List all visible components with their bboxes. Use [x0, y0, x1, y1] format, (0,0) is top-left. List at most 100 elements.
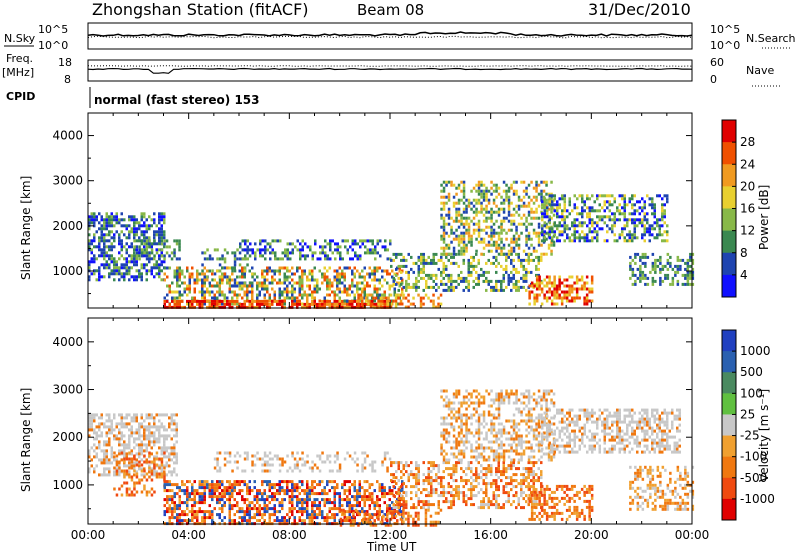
- range-gate-cell: [422, 461, 425, 465]
- range-gate-cell: [135, 437, 138, 441]
- range-gate-cell: [155, 263, 158, 267]
- range-gate-cell: [266, 463, 269, 467]
- range-gate-cell: [318, 504, 321, 508]
- range-gate-cell: [233, 257, 237, 261]
- range-gate-cell: [472, 210, 476, 214]
- range-gate-cell: [316, 513, 319, 517]
- range-gate-cell: [286, 278, 289, 282]
- range-gate-cell: [395, 470, 398, 474]
- range-gate-cell: [246, 248, 249, 252]
- range-gate-cell: [389, 239, 392, 243]
- range-gate-cell: [283, 287, 286, 291]
- range-gate-cell: [363, 466, 367, 470]
- range-gate-cell: [181, 513, 184, 517]
- range-gate-cell: [271, 463, 274, 467]
- range-gate-cell: [440, 207, 443, 211]
- range-gate-cell: [145, 478, 149, 482]
- range-gate-cell: [135, 490, 139, 494]
- range-gate-cell: [568, 239, 571, 243]
- range-gate-cell: [402, 464, 405, 468]
- range-gate-cell: [248, 486, 251, 490]
- range-gate-cell: [535, 296, 539, 300]
- range-gate-cell: [676, 255, 680, 259]
- range-gate-cell: [621, 230, 624, 234]
- range-gate-cell: [636, 276, 640, 280]
- range-gate-cell: [462, 183, 466, 187]
- range-gate-cell: [462, 276, 465, 280]
- range-gate-cell: [248, 501, 251, 505]
- range-gate-cell: [236, 305, 239, 309]
- range-gate-cell: [306, 507, 309, 511]
- range-gate-cell: [487, 234, 491, 238]
- range-gate-cell: [203, 489, 206, 493]
- range-gate-cell: [527, 258, 530, 262]
- range-gate-cell: [366, 272, 369, 276]
- range-gate-cell: [311, 519, 314, 523]
- range-gate-cell: [183, 489, 186, 493]
- range-gate-cell: [293, 296, 296, 300]
- range-gate-cell: [183, 510, 186, 514]
- range-gate-cell: [163, 513, 166, 517]
- range-gate-cell: [115, 212, 118, 216]
- range-gate-cell: [581, 200, 584, 204]
- range-gate-cell: [166, 489, 169, 493]
- range-gate-cell: [238, 483, 241, 487]
- range-gate-cell: [470, 237, 473, 241]
- range-gate-cell: [283, 281, 286, 285]
- range-gate-cell: [490, 210, 493, 214]
- range-gate-cell: [634, 261, 637, 265]
- range-gate-cell: [465, 219, 468, 223]
- range-gate-cell: [661, 233, 664, 237]
- range-gate-cell: [138, 455, 141, 459]
- range-gate-cell: [510, 261, 513, 265]
- range-gate-cell: [548, 203, 551, 207]
- range-gate-cell: [634, 279, 637, 283]
- range-gate-cell: [278, 296, 281, 300]
- range-gate-cell: [435, 282, 438, 286]
- range-gate-cell: [346, 495, 349, 499]
- range-gate-cell: [128, 470, 131, 474]
- range-gate-cell: [120, 443, 123, 447]
- range-gate-cell: [143, 233, 146, 237]
- range-gate-cell: [537, 225, 541, 229]
- range-gate-cell: [374, 245, 377, 249]
- range-gate-cell: [596, 215, 599, 219]
- range-gate-cell: [188, 272, 191, 276]
- range-gate-cell: [88, 266, 91, 270]
- range-gate-cell: [457, 252, 461, 256]
- range-gate-cell: [467, 258, 470, 262]
- range-gate-cell: [150, 245, 153, 249]
- range-gate-cell: [556, 239, 559, 243]
- range-gate-cell: [158, 263, 161, 267]
- range-gate-cell: [140, 422, 143, 426]
- range-gate-cell: [298, 469, 302, 473]
- range-gate-cell: [118, 443, 121, 447]
- range-gate-cell: [480, 195, 483, 199]
- range-gate-cell: [193, 296, 196, 300]
- range-gate-cell: [445, 252, 448, 256]
- range-gate-cell: [120, 272, 123, 276]
- range-gate-cell: [495, 210, 498, 214]
- range-gate-cell: [211, 302, 214, 306]
- range-gate-cell: [661, 218, 664, 222]
- range-gate-cell: [208, 305, 211, 309]
- range-gate-cell: [153, 239, 156, 243]
- range-gate-cell: [115, 218, 118, 222]
- range-gate-cell: [533, 284, 536, 288]
- range-gate-cell: [477, 240, 481, 244]
- range-gate-cell: [575, 296, 579, 300]
- range-gate-cell: [378, 266, 381, 270]
- range-gate-cell: [110, 425, 113, 429]
- range-gate-cell: [153, 236, 156, 240]
- range-gate-cell: [472, 216, 476, 220]
- range-gate-cell: [356, 510, 359, 514]
- range-gate-cell: [401, 489, 404, 493]
- range-gate-cell: [573, 233, 576, 237]
- range-gate-cell: [386, 272, 389, 276]
- range-gate-cell: [103, 458, 106, 462]
- range-gate-cell: [188, 299, 191, 303]
- range-gate-cell: [88, 275, 91, 279]
- range-gate-cell: [191, 266, 194, 270]
- range-gate-cell: [191, 516, 194, 520]
- range-gate-cell: [95, 413, 98, 417]
